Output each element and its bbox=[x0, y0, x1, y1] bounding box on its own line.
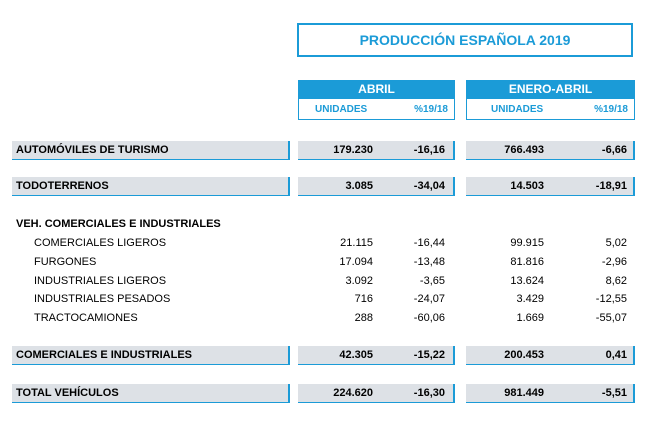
cell-unidades-acum: 981.449 bbox=[504, 387, 544, 399]
cell-pct-abril: -16,16 bbox=[413, 144, 445, 156]
cell-pct-abril: -16,30 bbox=[413, 387, 445, 399]
cell-unidades-abril: 288 bbox=[354, 312, 373, 324]
cell-pct-acum: 8,62 bbox=[605, 275, 627, 287]
cell-unidades-acum: 766.493 bbox=[504, 144, 544, 156]
cell-unidades-abril: 42.305 bbox=[339, 349, 373, 361]
subheader-pct: %19/18 bbox=[414, 104, 448, 115]
cell-pct-acum: -6,66 bbox=[601, 144, 627, 156]
cell-unidades-acum: 13.624 bbox=[510, 275, 544, 287]
table-title: PRODUCCIÓN ESPAÑOLA 2019 bbox=[297, 23, 633, 57]
cell-unidades-acum: 99.915 bbox=[510, 237, 544, 249]
cell-unidades-abril: 3.092 bbox=[345, 275, 373, 287]
cell-unidades-abril: 179.230 bbox=[333, 144, 373, 156]
cell-unidades-abril: 21.115 bbox=[340, 237, 373, 249]
header-enero-abril: ENERO-ABRIL bbox=[466, 80, 635, 98]
cell-pct-acum: 5,02 bbox=[605, 237, 627, 249]
cell-pct-abril: -3,65 bbox=[419, 275, 445, 287]
cell-pct-acum: -12,55 bbox=[595, 293, 627, 305]
cell-pct-abril: -16,44 bbox=[413, 237, 445, 249]
cell-pct-acum: -55,07 bbox=[595, 312, 627, 324]
cell-unidades-acum: 14.503 bbox=[510, 180, 544, 192]
cell-unidades-abril: 3.085 bbox=[345, 180, 373, 192]
cell-pct-abril: -15,22 bbox=[413, 349, 445, 361]
row-label: TODOTERRENOS bbox=[16, 180, 109, 192]
subheader-pct: %19/18 bbox=[594, 104, 628, 115]
cell-pct-abril: -13,48 bbox=[413, 256, 445, 268]
row-label: TOTAL VEHÍCULOS bbox=[16, 387, 119, 399]
header-abril: ABRIL bbox=[298, 80, 455, 98]
cell-unidades-acum: 3.429 bbox=[516, 293, 544, 305]
subheader-unidades: UNIDADES bbox=[315, 104, 368, 115]
row-label: INDUSTRIALES PESADOS bbox=[34, 293, 171, 305]
subheader-abril: UNIDADES %19/18 bbox=[298, 98, 455, 120]
subheader-unidades: UNIDADES bbox=[491, 104, 544, 115]
subheader-enero-abril: UNIDADES %19/18 bbox=[466, 98, 635, 120]
cell-pct-abril: -34,04 bbox=[413, 180, 445, 192]
cell-unidades-abril: 224.620 bbox=[333, 387, 373, 399]
row-label: TRACTOCAMIONES bbox=[34, 312, 138, 324]
cell-unidades-acum: 200.453 bbox=[504, 349, 544, 361]
section-title-veh-comerciales: VEH. COMERCIALES E INDUSTRIALES bbox=[16, 218, 221, 230]
cell-pct-acum: 0,41 bbox=[605, 349, 627, 361]
row-label: COMERCIALES LIGEROS bbox=[34, 237, 167, 249]
row-label: COMERCIALES E INDUSTRIALES bbox=[16, 349, 193, 361]
row-label: AUTOMÓVILES DE TURISMO bbox=[16, 144, 169, 156]
cell-unidades-acum: 81.816 bbox=[510, 256, 544, 268]
row-label: INDUSTRIALES LIGEROS bbox=[34, 275, 167, 287]
cell-unidades-acum: 1.669 bbox=[516, 312, 544, 324]
cell-pct-acum: -18,91 bbox=[595, 180, 627, 192]
row-label: FURGONES bbox=[34, 256, 97, 268]
cell-pct-abril: -60,06 bbox=[413, 312, 445, 324]
cell-pct-abril: -24,07 bbox=[413, 293, 445, 305]
cell-unidades-abril: 716 bbox=[354, 293, 373, 305]
cell-pct-acum: -5,51 bbox=[601, 387, 627, 399]
cell-pct-acum: -2,96 bbox=[601, 256, 627, 268]
cell-unidades-abril: 17.094 bbox=[339, 256, 373, 268]
